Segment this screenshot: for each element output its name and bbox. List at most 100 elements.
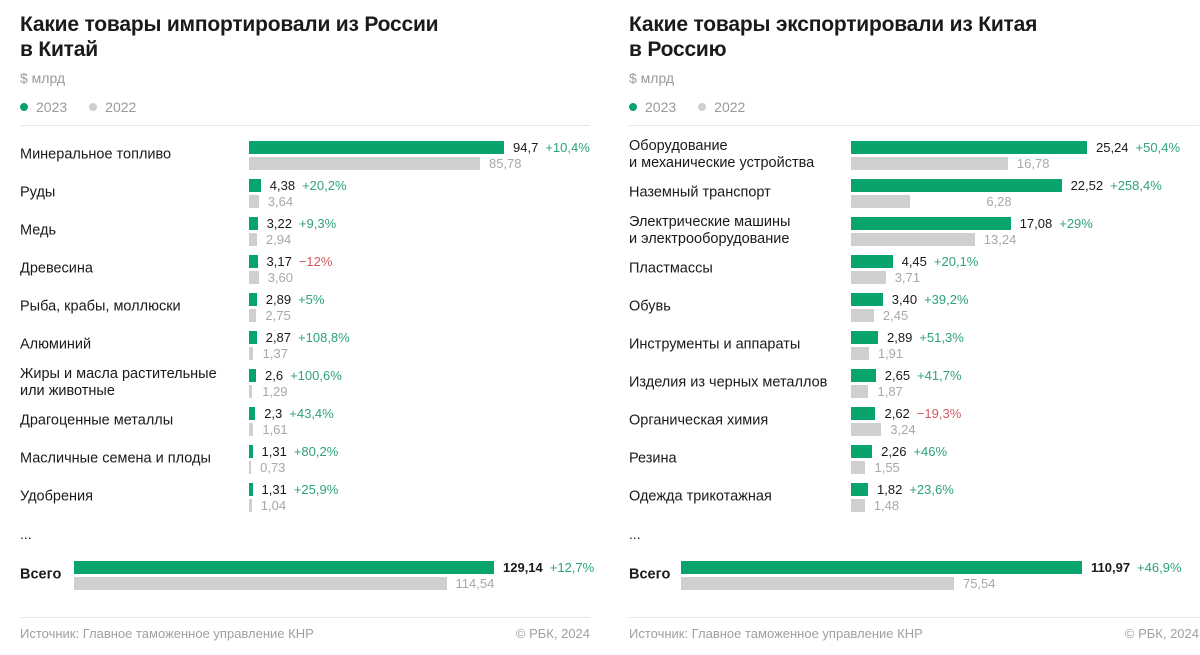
change-label: +9,3% (298, 216, 337, 231)
bar-2023 (249, 179, 261, 192)
category-label: Оборудование и механические устройства (629, 138, 815, 171)
change-label: +25,9% (293, 482, 339, 497)
value-label-2022: 13,24 (983, 232, 1017, 247)
value-label-2022: 3,64 (267, 194, 294, 209)
category-label: Органическая химия (629, 412, 769, 429)
bar-2023 (851, 217, 1011, 230)
bar-2022 (851, 499, 865, 512)
change-label: +80,2% (293, 444, 339, 459)
bar-2023 (851, 483, 869, 496)
value-label-2022-group: 1,91 (878, 346, 903, 361)
category-label: Рыба, крабы, моллюски (20, 298, 181, 315)
value-label-2023-group: 2,26 +46% (881, 444, 947, 459)
import-chart-panel: Какие товары импортировали из России в К… (0, 0, 594, 655)
value-label-2023: 2,26 (881, 444, 907, 459)
bar-2023 (249, 217, 258, 230)
bar-2023 (249, 331, 257, 344)
bar-2023 (249, 255, 258, 268)
value-label-2023-group: 17,08 +29% (1020, 216, 1093, 231)
source-note: Источник: Главное таможенное управление … (20, 626, 314, 641)
change-label: +46% (913, 444, 948, 459)
legend-item: 2023 (20, 99, 67, 115)
category-label: Изделия из черных металлов (629, 374, 828, 391)
value-label-2023: 22,52 (1070, 178, 1104, 193)
value-label-2022-group: 16,78 (1017, 156, 1050, 171)
change-label: +29% (1059, 216, 1093, 231)
unit-label: $ млрд (629, 70, 675, 86)
value-label-2023: 1,31 (261, 482, 287, 497)
value-label-2023: 3,22 (266, 216, 292, 231)
value-label-2022: 1,91 (877, 346, 904, 361)
bar-2022 (851, 385, 869, 398)
legend-dot-icon (89, 103, 98, 111)
legend-label: 2023 (36, 99, 68, 115)
total-label: Всего (20, 566, 62, 583)
change-label: +108,8% (298, 330, 350, 345)
bar-2023 (851, 369, 876, 382)
legend-label: 2022 (714, 99, 746, 115)
legend-label: 2022 (105, 99, 137, 115)
value-label-2023: 1,82 (877, 482, 903, 497)
copyright: © РБК, 2024 (515, 626, 590, 641)
value-label-2023-group: 3,17 −12% (267, 254, 333, 269)
category-label: Пластмассы (629, 260, 713, 277)
change-label: +10,4% (545, 140, 590, 155)
value-label-2022-group: 1,48 (874, 498, 899, 513)
total-value-2022: 114,54 (455, 576, 495, 591)
value-label-2022-group: 13,24 (984, 232, 1017, 247)
total-label: Всего (629, 566, 671, 583)
value-label-2022: 6,28 (986, 194, 1012, 209)
copyright: © РБК, 2024 (1124, 626, 1199, 641)
change-label: +51,3% (919, 330, 964, 345)
change-label: +5% (298, 292, 325, 307)
value-label-2023-group: 3,22 +9,3% (267, 216, 337, 231)
top-divider (20, 125, 590, 126)
bar-2023 (851, 255, 893, 268)
category-label: Руды (20, 184, 56, 201)
category-label: Удобрения (20, 488, 93, 505)
value-label-2022: 1,55 (874, 460, 900, 475)
total-bar-2023 (681, 561, 1082, 574)
legend-item: 2022 (698, 99, 745, 115)
value-label-2023-group: 94,7 +10,4% (513, 140, 590, 155)
category-label: Масличные семена и плоды (20, 450, 211, 467)
bar-2022 (851, 423, 882, 436)
value-label-2023-group: 1,82 +23,6% (877, 482, 954, 497)
value-label-2023: 3,40 (891, 292, 918, 307)
bar-2022 (851, 157, 1008, 170)
total-value-2023-group: 110,97 +46,9% (1091, 560, 1182, 575)
change-label: +20,1% (933, 254, 979, 269)
change-label: +43,4% (289, 406, 334, 421)
value-label-2022-group: 3,24 (890, 422, 915, 437)
bottom-divider (629, 617, 1199, 618)
value-label-2023: 2,62 (884, 406, 910, 421)
change-label: +100,6% (290, 368, 342, 383)
bar-2022 (249, 385, 253, 398)
value-label-2023: 2,6 (265, 368, 284, 383)
change-label: +50,4% (1135, 140, 1180, 155)
value-label-2022: 2,94 (265, 232, 292, 247)
bar-2022 (851, 233, 975, 246)
value-label-2022-group: 2,94 (266, 232, 291, 247)
value-label-2023: 94,7 (513, 140, 539, 155)
value-label-2023: 1,31 (261, 444, 287, 459)
bar-2023 (249, 141, 504, 154)
bar-2022 (249, 233, 257, 246)
legend-dot-icon (629, 103, 637, 111)
bar-2023 (851, 445, 873, 458)
total-value-2022-group: 114,54 (456, 576, 495, 591)
value-label-2022: 1,48 (873, 498, 900, 513)
value-label-2023: 2,3 (264, 406, 283, 421)
value-label-2022: 0,73 (260, 460, 286, 475)
value-label-2022-group: 6,28 (986, 194, 1011, 209)
legend: 2023 2022 (20, 99, 136, 115)
bar-2023 (249, 369, 256, 382)
category-label: Древесина (20, 260, 93, 277)
bar-2022 (851, 309, 874, 322)
bar-2022 (249, 157, 480, 170)
bar-2023 (851, 293, 883, 306)
value-label-2022: 1,37 (262, 346, 288, 361)
value-label-2023-group: 2,3 +43,4% (264, 406, 334, 421)
top-divider (629, 125, 1199, 126)
total-bar-2023 (74, 561, 494, 574)
